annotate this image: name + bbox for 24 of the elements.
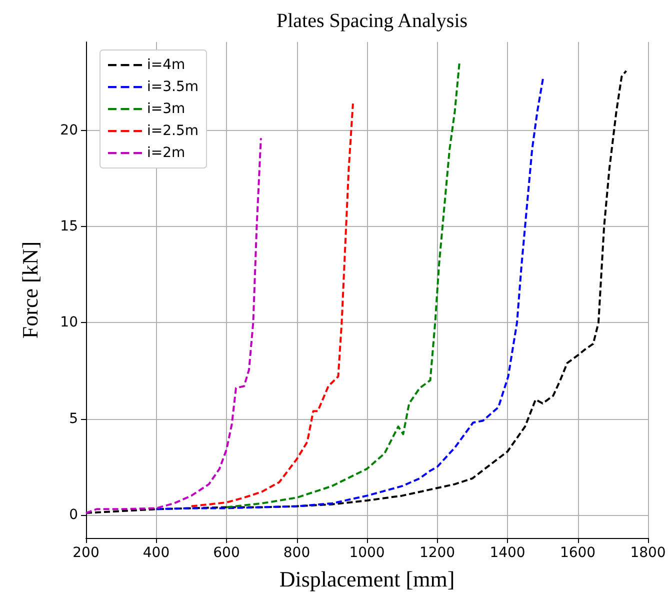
x-tick-label: 400: [142, 545, 170, 561]
x-tick-label: 800: [283, 545, 310, 561]
legend-label: i=2m: [147, 145, 186, 161]
x-axis-title: Displacement [mm]: [279, 566, 455, 592]
line-series: [226, 62, 460, 508]
x-tick-label: 1800: [630, 545, 666, 561]
y-tick-label: 10: [60, 314, 78, 331]
x-tick-label: 200: [72, 545, 100, 561]
y-axis-title: Force [kN]: [18, 241, 42, 339]
chart-title: Plates Spacing Analysis: [276, 10, 468, 32]
line-series: [85, 137, 262, 514]
legend-label: i=3.5m: [147, 79, 199, 95]
y-tick-label: 5: [69, 410, 78, 427]
y-tick-label: 0: [69, 506, 78, 523]
y-tick-label: 15: [60, 218, 78, 235]
legend-label: i=4m: [147, 57, 186, 73]
legend-label: i=3m: [147, 101, 186, 117]
x-tick-label: 1200: [419, 545, 456, 561]
x-tick-label: 1400: [490, 545, 526, 561]
x-tick-label: 600: [213, 545, 240, 561]
y-tick-label: 20: [60, 122, 78, 138]
x-tick-label: 1000: [349, 545, 385, 561]
legend-label: i=2.5m: [147, 123, 199, 139]
x-tick-label: 1600: [560, 545, 596, 561]
